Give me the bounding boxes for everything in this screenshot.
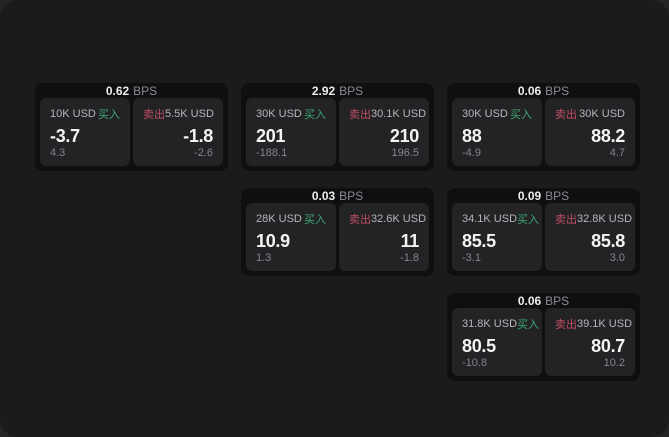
spread-value: 0.62: [105, 83, 130, 98]
spread-header: 2.92 BPS: [241, 83, 434, 98]
quote-panels: 30K USD 买入 88 -4.9 卖出 30K USD 88.2 4.7: [447, 98, 640, 171]
sell-delta: 3.0: [609, 252, 625, 264]
sell-panel[interactable]: 卖出 32.6K USD 11 -1.8: [339, 203, 429, 271]
quote-panels: 31.8K USD 买入 80.5 -10.8 卖出 39.1K USD 80.…: [447, 308, 640, 381]
sell-price: 88.2: [591, 126, 625, 147]
buy-delta: -4.9: [462, 147, 481, 159]
sell-size: 30.1K USD: [371, 108, 427, 121]
buy-delta: 1.3: [256, 252, 272, 264]
buy-size: 31.8K USD: [462, 318, 518, 331]
buy-label: 买入: [304, 109, 326, 122]
buy-label: 买入: [517, 319, 540, 332]
sell-price: 11: [400, 231, 420, 252]
sell-label: 卖出: [555, 214, 577, 227]
spread-header: 0.06 BPS: [447, 293, 640, 308]
sell-panel[interactable]: 卖出 30K USD 88.2 4.7: [545, 98, 635, 166]
spread-value: 0.09: [517, 188, 542, 203]
sell-delta: 4.7: [609, 147, 625, 159]
sell-label: 卖出: [555, 109, 577, 122]
buy-delta: -188.1: [256, 147, 288, 159]
sell-panel[interactable]: 卖出 30.1K USD 210 196.5: [339, 98, 429, 166]
spread-header: 0.62 BPS: [35, 83, 228, 98]
sell-delta: 10.2: [603, 357, 625, 369]
sell-size: 30K USD: [579, 108, 625, 121]
buy-price: 10.9: [256, 231, 290, 252]
spread-header: 0.09 BPS: [447, 188, 640, 203]
buy-price: 88: [462, 126, 482, 147]
quote-card: 2.92 BPS 30K USD 买入 201 -188.1 卖出 30.1K …: [241, 83, 434, 171]
sell-panel[interactable]: 卖出 32.8K USD 85.8 3.0: [545, 203, 635, 271]
sell-size: 32.8K USD: [577, 213, 633, 226]
quote-panels: 10K USD 买入 -3.7 4.3 卖出 5.5K USD -1.8 -2.…: [35, 98, 228, 171]
spread-value: 0.06: [517, 293, 542, 308]
buy-label: 买入: [304, 214, 326, 227]
quote-panels: 28K USD 买入 10.9 1.3 卖出 32.6K USD 11 -1.8: [241, 203, 434, 276]
spread-unit: BPS: [545, 188, 570, 203]
buy-label: 买入: [98, 109, 120, 122]
spread-header: 0.06 BPS: [447, 83, 640, 98]
quote-card: 0.06 BPS 31.8K USD 买入 80.5 -10.8 卖出 39.1…: [447, 293, 640, 381]
sell-price: -1.8: [183, 126, 213, 147]
sell-label: 卖出: [143, 109, 165, 122]
buy-delta: -3.1: [462, 252, 481, 264]
sell-price: 85.8: [591, 231, 625, 252]
sell-panel[interactable]: 卖出 5.5K USD -1.8 -2.6: [133, 98, 223, 166]
buy-panel[interactable]: 10K USD 买入 -3.7 4.3: [40, 98, 130, 166]
spread-header: 0.03 BPS: [241, 188, 434, 203]
buy-label: 买入: [510, 109, 532, 122]
buy-panel[interactable]: 34.1K USD 买入 85.5 -3.1: [452, 203, 542, 271]
buy-panel[interactable]: 30K USD 买入 201 -188.1: [246, 98, 336, 166]
spread-unit: BPS: [133, 83, 158, 98]
buy-panel[interactable]: 31.8K USD 买入 80.5 -10.8: [452, 308, 542, 376]
buy-price: 80.5: [462, 336, 496, 357]
buy-label: 买入: [517, 214, 540, 227]
spread-unit: BPS: [339, 188, 364, 203]
quote-card: 0.62 BPS 10K USD 买入 -3.7 4.3 卖出 5.5K USD: [35, 83, 228, 171]
quote-card: 0.09 BPS 34.1K USD 买入 85.5 -3.1 卖出 32.8K…: [447, 188, 640, 276]
sell-price: 80.7: [591, 336, 625, 357]
buy-size: 28K USD: [256, 213, 302, 226]
quote-panels: 30K USD 买入 201 -188.1 卖出 30.1K USD 210 1…: [241, 98, 434, 171]
sell-panel[interactable]: 卖出 39.1K USD 80.7 10.2: [545, 308, 635, 376]
quote-panels: 34.1K USD 买入 85.5 -3.1 卖出 32.8K USD 85.8…: [447, 203, 640, 276]
buy-price: 201: [256, 126, 286, 147]
sell-size: 5.5K USD: [165, 108, 214, 121]
spread-value: 0.06: [517, 83, 542, 98]
buy-panel[interactable]: 28K USD 买入 10.9 1.3: [246, 203, 336, 271]
sell-delta: 196.5: [391, 147, 419, 159]
spread-unit: BPS: [545, 83, 570, 98]
spread-unit: BPS: [545, 293, 570, 308]
quote-grid: 0.62 BPS 10K USD 买入 -3.7 4.3 卖出 5.5K USD: [35, 83, 640, 381]
buy-price: -3.7: [50, 126, 80, 147]
sell-label: 卖出: [349, 109, 371, 122]
sell-size: 32.6K USD: [371, 213, 427, 226]
spread-unit: BPS: [339, 83, 364, 98]
buy-size: 30K USD: [462, 108, 508, 121]
buy-size: 30K USD: [256, 108, 302, 121]
quote-card: 0.06 BPS 30K USD 买入 88 -4.9 卖出 30K USD: [447, 83, 640, 171]
sell-label: 卖出: [555, 319, 577, 332]
spread-value: 2.92: [311, 83, 336, 98]
sell-label: 卖出: [349, 214, 371, 227]
buy-price: 85.5: [462, 231, 496, 252]
sell-delta: -1.8: [400, 252, 419, 264]
buy-panel[interactable]: 30K USD 买入 88 -4.9: [452, 98, 542, 166]
buy-size: 34.1K USD: [462, 213, 518, 226]
sell-delta: -2.6: [194, 147, 213, 159]
sell-size: 39.1K USD: [577, 318, 633, 331]
buy-delta: 4.3: [50, 147, 66, 159]
quote-card: 0.03 BPS 28K USD 买入 10.9 1.3 卖出 32.6K US…: [241, 188, 434, 276]
buy-delta: -10.8: [462, 357, 488, 369]
spread-value: 0.03: [311, 188, 336, 203]
sell-price: 210: [389, 126, 419, 147]
buy-size: 10K USD: [50, 108, 96, 121]
